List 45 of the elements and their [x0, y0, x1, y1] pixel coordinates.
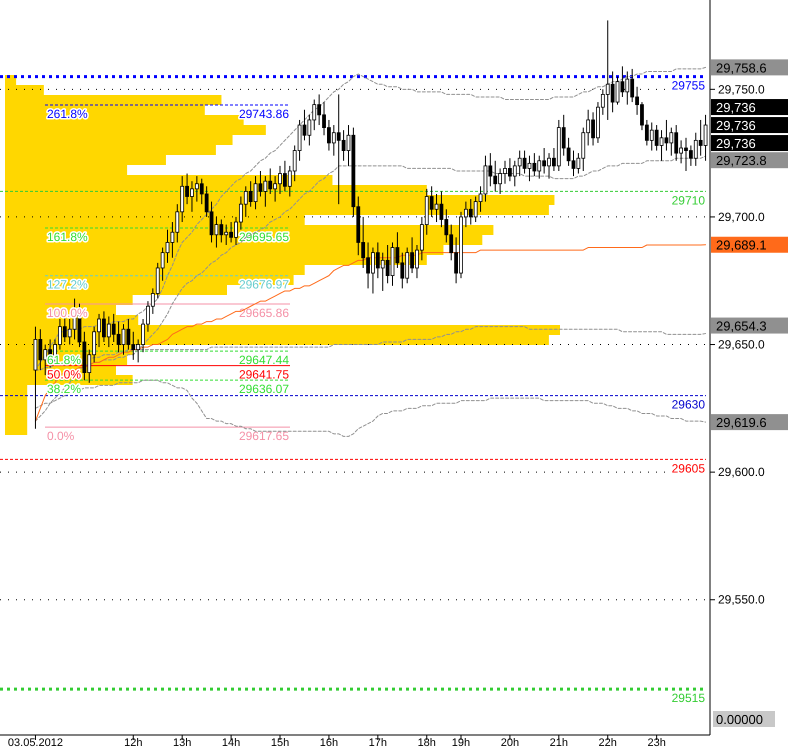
ref-line-label: 29605	[672, 461, 706, 476]
y-tick-label: 29,700.0	[718, 210, 766, 224]
text: 29,736	[716, 100, 756, 116]
data-label: 29,619.6	[716, 415, 767, 430]
x-tick-label: 19h	[452, 737, 470, 747]
x-tick-label: 16h	[320, 737, 338, 747]
ref-line-label: 29617.65	[238, 429, 290, 444]
ref-line-label: 29515	[672, 691, 706, 706]
ref-line-label: 29676.97	[238, 278, 290, 292]
ref-line-label: 29641.75	[238, 368, 290, 382]
x-tick-label: 17h	[368, 737, 388, 747]
ref-line-label: 29647.44	[238, 353, 290, 368]
x-tick-label: 13h	[173, 737, 192, 747]
x-tick-label: 21h	[550, 737, 568, 747]
data-label: 29,758.6	[716, 60, 767, 76]
ref-line-label: 29665.86	[238, 306, 290, 320]
x-tick-label: 18h	[418, 737, 436, 747]
ref-line-label: 29710	[672, 193, 706, 208]
ref-line-label: 29695.65	[238, 230, 290, 244]
y-tick-label: 29,550.0	[718, 592, 766, 607]
text: 29,736	[716, 118, 756, 134]
annotation: 50.0%	[47, 368, 82, 382]
x-tick-label: 03.05.2012	[8, 737, 63, 747]
ref-line-label: 29755	[672, 78, 706, 93]
y-tick-label: 29,600.0	[718, 465, 766, 480]
y-tick-label: 29,650.0	[718, 338, 766, 352]
text: 0.00000	[716, 712, 763, 727]
annotation: 161.8%	[47, 230, 88, 244]
y-tick-label: 29,750.0	[718, 82, 766, 96]
data-label: 29,689.1	[716, 238, 767, 253]
x-tick-label: 22h	[598, 737, 617, 747]
annotation: 0.0%	[47, 429, 75, 444]
annotation: 127.2%	[47, 278, 88, 292]
ref-line-label: 29630	[672, 398, 706, 412]
ref-line-label: 29743.86	[238, 106, 290, 121]
data-label: 29,723.8	[716, 153, 767, 168]
x-tick-label: 20h	[500, 737, 520, 747]
x-tick-label: 23h	[647, 737, 666, 747]
annotation: 261.8%	[47, 106, 88, 121]
ref-line-label: 29636.07	[238, 382, 290, 396]
x-tick-label: 15h	[270, 737, 290, 747]
text: 29,736	[716, 136, 756, 152]
x-tick-label: 12h	[124, 737, 142, 747]
x-tick-label: 14h	[222, 737, 240, 747]
data-label: 29,654.3	[716, 318, 767, 334]
